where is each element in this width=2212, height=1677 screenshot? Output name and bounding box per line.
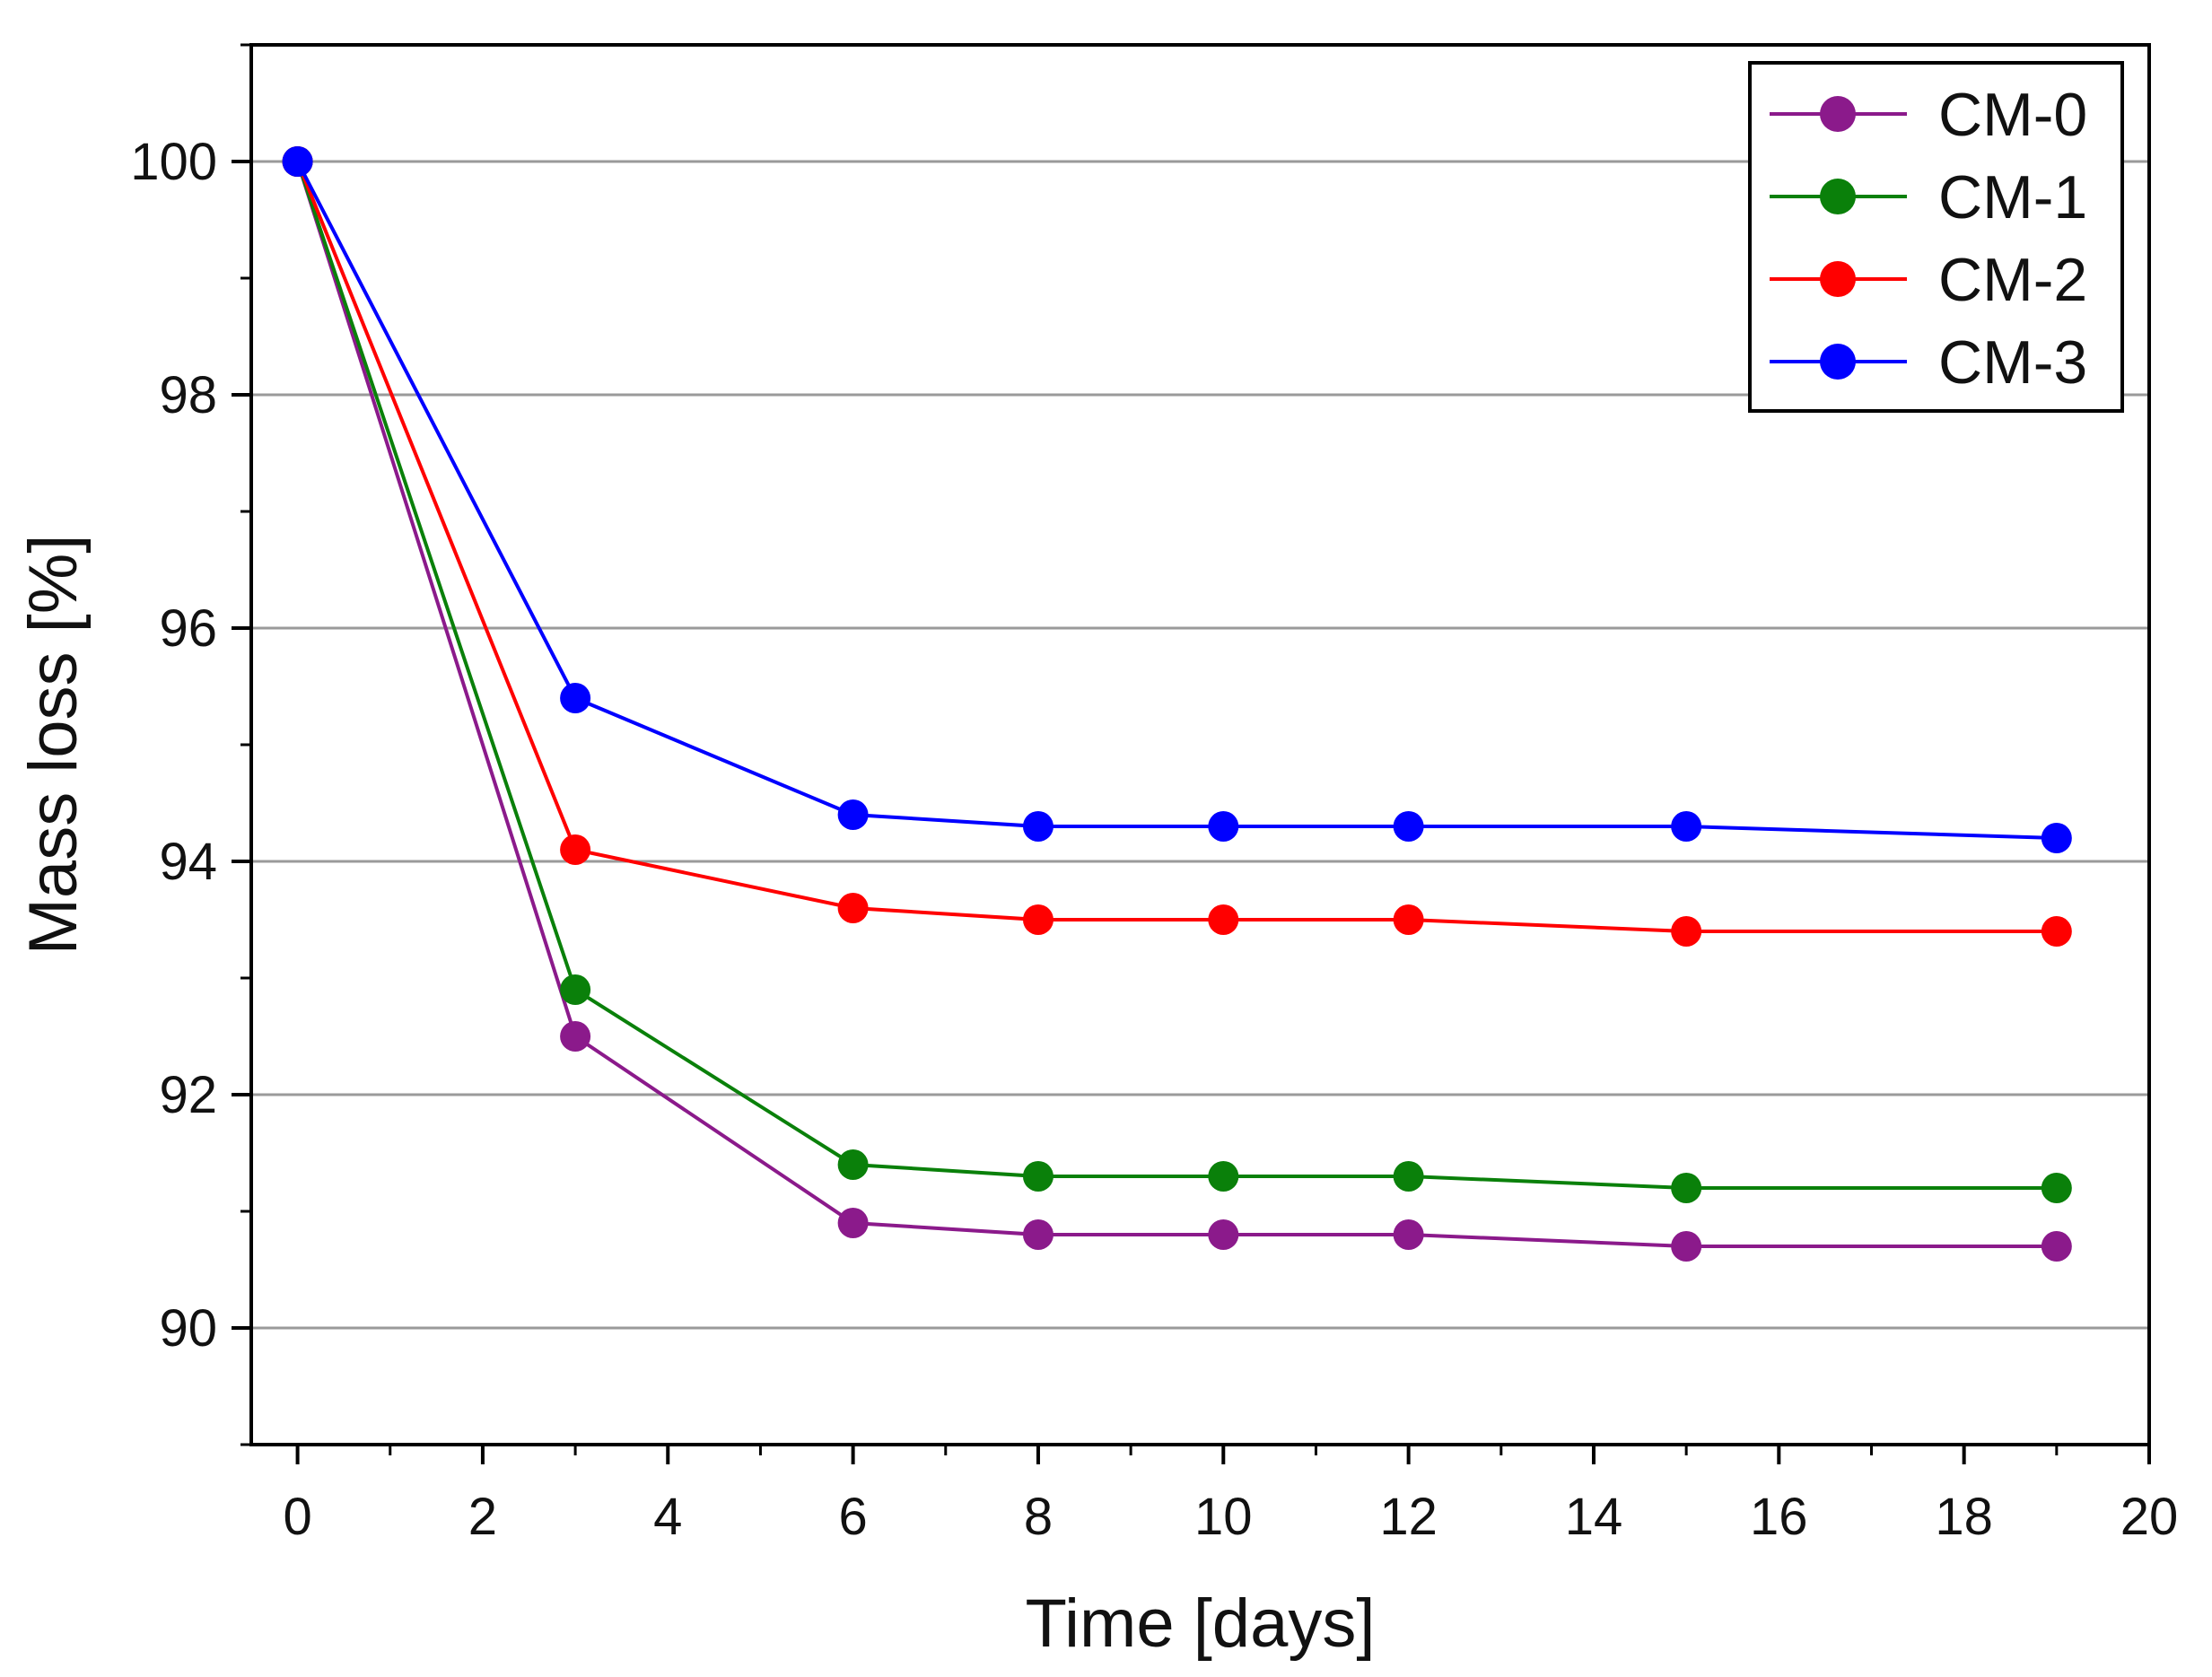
data-point-CM-2	[837, 893, 869, 923]
series-line-CM-2	[295, 161, 2057, 933]
data-point-CM-1	[1022, 1161, 1054, 1192]
data-point-CM-0	[560, 1021, 591, 1052]
data-point-CM-3	[837, 799, 869, 830]
x-tick-label: 0	[283, 1488, 311, 1546]
data-point-CM-2	[1208, 904, 1239, 935]
data-point-CM-3	[1671, 811, 1702, 842]
data-point-CM-0	[1393, 1219, 1424, 1250]
data-point-CM-0	[2041, 1231, 2072, 1262]
data-point-CM-0	[1671, 1231, 1702, 1262]
data-point-CM-1	[1393, 1161, 1424, 1192]
data-point-CM-1	[1671, 1173, 1702, 1203]
legend-label: CM-2	[1938, 246, 2087, 314]
y-tick-label: 100	[130, 133, 217, 191]
legend-marker	[1820, 179, 1856, 214]
data-point-CM-3	[1022, 811, 1054, 842]
y-tick-label: 92	[159, 1066, 217, 1124]
y-tick-label: 96	[159, 599, 217, 658]
data-point-CM-3	[1208, 811, 1239, 842]
data-point-CM-2	[1393, 904, 1424, 935]
legend: CM-0 CM-1 CM-2 CM-3	[1748, 61, 2124, 413]
x-tick-label: 16	[1750, 1488, 1808, 1546]
legend-marker	[1820, 261, 1856, 297]
data-point-CM-0	[1208, 1219, 1239, 1250]
legend-marker	[1820, 96, 1856, 132]
x-tick-label: 6	[838, 1488, 867, 1546]
axis-ticks: 0 2 4 6 8 10 12 14 16 18 20 90 92 94 96 98 100	[130, 43, 2179, 1546]
data-point-CM-2	[2041, 916, 2072, 947]
x-tick-label: 2	[468, 1488, 497, 1546]
data-point-CM-3	[282, 146, 313, 177]
legend-label: CM-1	[1938, 163, 2087, 231]
legend-label: CM-3	[1938, 328, 2087, 397]
data-point-CM-3	[560, 683, 591, 713]
legend-item-CM-0: CM-0	[1770, 81, 2087, 149]
legend-item-CM-1: CM-1	[1770, 163, 2087, 231]
series-line-CM-1	[295, 161, 2057, 1190]
series-line-CM-3	[295, 161, 2057, 840]
data-point-CM-3	[1393, 811, 1424, 842]
series-line-CM-0	[295, 161, 2057, 1248]
legend-item-CM-2: CM-2	[1770, 246, 2087, 314]
x-tick-label: 8	[1024, 1488, 1053, 1546]
data-point-CM-0	[1022, 1219, 1054, 1250]
data-point-CM-2	[560, 834, 591, 865]
x-tick-label: 20	[2120, 1488, 2179, 1546]
data-point-CM-0	[837, 1208, 869, 1238]
series-CM-3	[282, 146, 2072, 853]
y-tick-label: 90	[159, 1299, 217, 1358]
data-point-CM-1	[1208, 1161, 1239, 1192]
y-tick-label: 98	[159, 366, 217, 424]
data-point-CM-2	[1022, 904, 1054, 935]
data-point-CM-3	[2041, 823, 2072, 853]
data-point-CM-1	[837, 1149, 869, 1180]
legend-item-CM-3: CM-3	[1770, 328, 2087, 397]
x-axis-title: Time [days]	[1026, 1585, 1376, 1662]
data-point-CM-1	[2041, 1173, 2072, 1203]
data-point-CM-2	[1671, 916, 1702, 947]
data-point-CM-1	[560, 974, 591, 1005]
legend-label: CM-0	[1938, 81, 2087, 149]
y-axis-title: Mass loss [%]	[15, 535, 92, 956]
x-tick-label: 18	[1935, 1488, 1993, 1546]
x-tick-label: 4	[653, 1488, 682, 1546]
x-tick-label: 14	[1565, 1488, 1623, 1546]
legend-box	[1748, 61, 2124, 413]
y-tick-label: 94	[159, 833, 217, 891]
series-layer	[282, 146, 2072, 1262]
x-tick-label: 12	[1379, 1488, 1438, 1546]
x-tick-label: 10	[1194, 1488, 1253, 1546]
legend-marker	[1820, 344, 1856, 380]
